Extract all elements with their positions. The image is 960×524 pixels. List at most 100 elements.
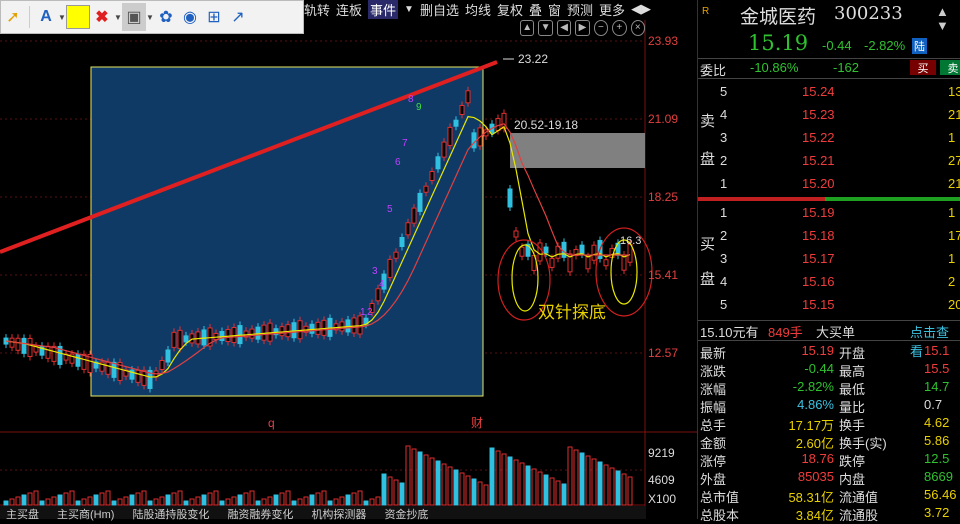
ellipse-left-inner: [511, 244, 539, 312]
chevron-up-icon[interactable]: ▲: [520, 20, 535, 36]
buy-label: 买: [700, 236, 716, 253]
chevron-down-icon[interactable]: ▼: [538, 20, 553, 36]
candle: [9, 337, 15, 348]
erase-icon[interactable]: ▣: [122, 3, 146, 31]
sell-label: 卖: [700, 113, 716, 130]
grid-icon[interactable]: ⊞: [207, 9, 221, 26]
view-details-link[interactable]: 点击查看: [910, 325, 950, 359]
book-level: 1: [720, 176, 728, 191]
menu-item[interactable]: 更多: [599, 2, 626, 18]
volume-bar: [207, 492, 213, 506]
book-price[interactable]: 15.17: [802, 251, 835, 266]
sell-button[interactable]: 卖: [940, 60, 960, 75]
big-order-hands: 849手: [768, 325, 803, 340]
book-price[interactable]: 15.21: [802, 153, 835, 168]
chevron-down-icon[interactable]: ▼: [936, 18, 949, 33]
book-level: 1: [720, 205, 728, 220]
stat-label: 跌停: [839, 454, 866, 469]
volume-bar: [333, 498, 339, 506]
menu-item[interactable]: 连板: [336, 2, 363, 18]
book-price[interactable]: 15.15: [802, 297, 835, 312]
menu-item[interactable]: 复权: [496, 2, 523, 18]
cursor-icon[interactable]: ➚: [6, 9, 20, 26]
volume-bar: [87, 496, 93, 506]
settings-icon[interactable]: ✿: [159, 9, 173, 26]
volume-bar: [597, 461, 603, 506]
candle: [435, 156, 441, 170]
arrow-left-icon[interactable]: ◀: [556, 20, 572, 36]
volume-bar: [3, 500, 9, 506]
chevron-up-icon[interactable]: ▲: [936, 4, 949, 19]
volume-bar: [363, 500, 369, 506]
volume-bar: [93, 494, 99, 506]
book-price[interactable]: 15.23: [802, 107, 835, 122]
price-axis-label: 23.93: [648, 34, 678, 48]
chevron-down-icon[interactable]: ▼: [146, 12, 154, 22]
zoom-in-icon[interactable]: +: [612, 20, 627, 36]
book-price[interactable]: 15.16: [802, 274, 835, 289]
tab-indicator[interactable]: 陆股通持股变化: [132, 509, 210, 521]
menu-item[interactable]: 均线: [464, 2, 491, 18]
book-level: 4: [720, 107, 728, 122]
volume-bar: [279, 492, 285, 506]
stat-label: 振幅: [700, 400, 727, 415]
volume-bar: [585, 455, 591, 506]
candle: [159, 360, 165, 370]
tab-indicator[interactable]: 主买商(Hm): [57, 509, 115, 521]
delete-icon[interactable]: ✖: [95, 9, 109, 26]
tab-indicator[interactable]: 主买盘: [6, 509, 39, 521]
volume-bar: [309, 494, 315, 506]
volume-bar: [231, 496, 237, 506]
tab-indicator[interactable]: 机构探测器: [311, 509, 367, 521]
candle: [513, 230, 519, 238]
menu-item-events[interactable]: 事件: [368, 0, 399, 19]
wave-number: 5: [387, 204, 393, 215]
book-price[interactable]: 15.22: [802, 130, 835, 145]
menu-item[interactable]: 轨转: [304, 2, 331, 18]
volume-bar: [255, 500, 261, 506]
zoom-out-icon[interactable]: −: [593, 20, 609, 36]
eye-icon[interactable]: ◉: [183, 9, 197, 26]
chevron-down-icon[interactable]: ▼: [114, 12, 122, 22]
candle: [585, 256, 591, 270]
book-price[interactable]: 15.24: [802, 84, 835, 99]
ellipse-right-inner: [610, 239, 638, 305]
volume-bar: [357, 490, 363, 506]
menu-arrows-icon[interactable]: ◀▶: [631, 1, 652, 16]
wave-number: 3: [372, 266, 378, 277]
volume-axis-label: 4609: [648, 473, 675, 487]
stat-label: 涨跌: [700, 364, 727, 379]
tab-indicator[interactable]: 融资融券变化: [227, 509, 294, 521]
volume-bar: [81, 498, 87, 506]
volume-bar: [471, 478, 477, 506]
buy-button[interactable]: 买: [910, 60, 936, 75]
stat-value: 4.86%: [797, 397, 834, 412]
menu-icon[interactable]: R: [702, 6, 710, 17]
color-swatch[interactable]: [66, 3, 90, 31]
volume-bar: [237, 494, 243, 506]
volume-bar: [381, 473, 387, 506]
arrow-right-icon[interactable]: ▶: [575, 20, 590, 36]
candle: [345, 319, 351, 333]
menu-dropdown-icon[interactable]: ▼: [404, 3, 414, 15]
zone-label: 20.52-19.18: [514, 118, 578, 132]
candlestick-chart[interactable]: 23.93 21.09 18.25 15.41 12.57 9219 4609 …: [0, 0, 700, 519]
book-volume: 21: [948, 176, 960, 191]
stat-value: 0.7: [924, 397, 943, 412]
chevron-down-icon[interactable]: ▼: [58, 12, 66, 22]
text-icon[interactable]: A: [40, 8, 52, 25]
book-price[interactable]: 15.20: [802, 176, 835, 191]
volume-bar: [327, 500, 333, 506]
book-price[interactable]: 15.19: [802, 205, 835, 220]
tab-indicator[interactable]: 资金抄底: [384, 509, 429, 521]
volume-bar: [567, 446, 573, 506]
menu-item[interactable]: 删自选: [419, 2, 459, 18]
share-icon[interactable]: ↗: [231, 9, 245, 26]
book-price[interactable]: 15.18: [802, 228, 835, 243]
volume-bar: [465, 475, 471, 506]
close-icon[interactable]: ×: [630, 20, 645, 36]
menu-item[interactable]: 预测: [567, 2, 594, 18]
volume-bar: [501, 453, 507, 506]
menu-item[interactable]: 窗: [548, 2, 562, 18]
menu-item[interactable]: 叠: [529, 2, 543, 18]
